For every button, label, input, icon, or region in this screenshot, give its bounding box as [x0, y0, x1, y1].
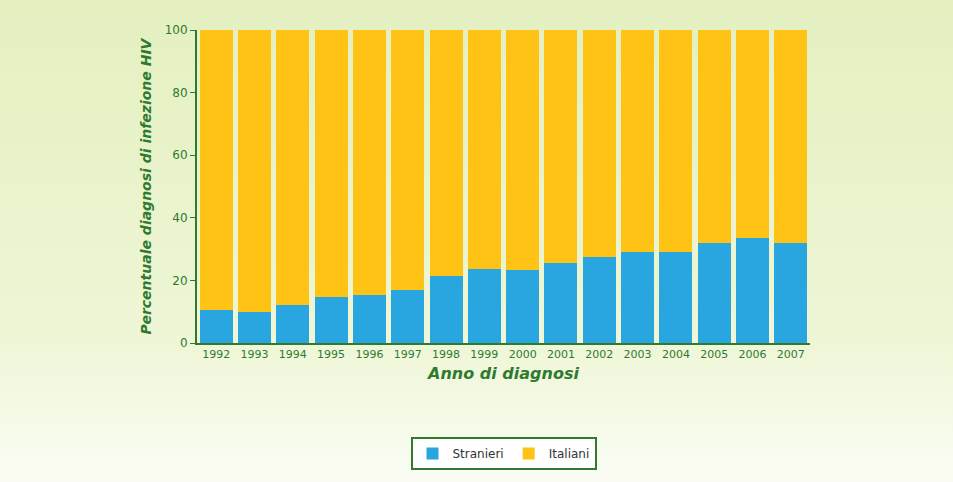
- svg-text:1992: 1992: [202, 348, 230, 361]
- svg-text:2007: 2007: [777, 348, 805, 361]
- svg-text:2004: 2004: [662, 348, 690, 361]
- svg-text:2002: 2002: [585, 348, 613, 361]
- svg-text:1999: 1999: [470, 348, 498, 361]
- svg-text:Italiani: Italiani: [549, 447, 590, 461]
- svg-text:1998: 1998: [432, 348, 460, 361]
- svg-text:20: 20: [172, 274, 187, 288]
- svg-text:Stranieri: Stranieri: [453, 447, 504, 461]
- svg-text:60: 60: [172, 148, 187, 162]
- svg-text:2003: 2003: [624, 348, 652, 361]
- svg-text:Anno di diagnosi: Anno di diagnosi: [426, 364, 579, 383]
- svg-text:1994: 1994: [279, 348, 307, 361]
- svg-text:0: 0: [180, 336, 188, 350]
- svg-text:2000: 2000: [509, 348, 537, 361]
- svg-text:80: 80: [172, 86, 187, 100]
- svg-text:1995: 1995: [317, 348, 345, 361]
- svg-text:100: 100: [165, 23, 188, 37]
- svg-text:2005: 2005: [700, 348, 728, 361]
- svg-text:1996: 1996: [355, 348, 383, 361]
- svg-text:2006: 2006: [739, 348, 767, 361]
- svg-text:40: 40: [172, 211, 187, 225]
- svg-text:Percentuale diagnosi di infezi: Percentuale diagnosi di infezione HIV: [138, 37, 154, 334]
- svg-text:2001: 2001: [547, 348, 575, 361]
- svg-text:1997: 1997: [394, 348, 422, 361]
- svg-text:1993: 1993: [240, 348, 268, 361]
